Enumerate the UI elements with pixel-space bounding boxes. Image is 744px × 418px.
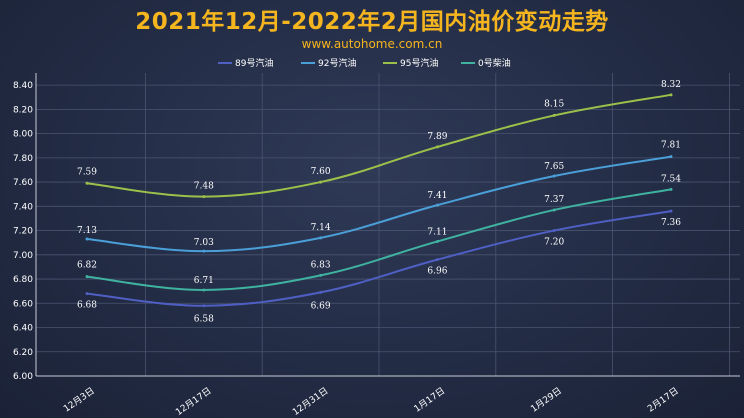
data-point	[552, 208, 556, 212]
chart-subtitle: www.autohome.com.cn	[301, 37, 443, 51]
data-label: 7.54	[661, 174, 681, 184]
y-tick-label: 6.80	[13, 275, 33, 285]
data-label-layer: 6.68 6.58 6.69 6.96 7.20 7.36 7.13 7.03 7.14 7.41…	[77, 80, 681, 325]
y-tick-label: 6.60	[13, 299, 33, 309]
data-point	[435, 258, 439, 262]
legend-label: 89号汽油	[235, 57, 273, 69]
data-label: 7.11	[427, 227, 447, 237]
data-label: 6.83	[311, 260, 331, 270]
x-tick-label: 1月29日	[529, 385, 564, 414]
y-tick-label: 8.00	[13, 130, 33, 140]
data-label: 6.69	[311, 301, 331, 311]
data-point	[85, 181, 89, 185]
legend: 89号汽油 92号汽油 95号汽油 0号柴油	[218, 57, 511, 69]
data-point	[85, 292, 89, 296]
data-label: 7.60	[311, 167, 331, 177]
series-line	[86, 188, 672, 291]
x-tick-label: 1月17日	[412, 385, 447, 414]
data-label: 7.03	[194, 238, 214, 248]
data-point	[435, 203, 439, 207]
y-tick-label: 6.00	[13, 372, 33, 382]
data-point	[202, 304, 206, 308]
legend-label: 0号柴油	[478, 57, 511, 69]
data-point	[435, 145, 439, 149]
y-tick-label: 6.20	[13, 348, 33, 358]
axis-layer: 6.00 6.20 6.40 6.60 6.80 7.00 7.20 7.40 7.60 7.80…	[13, 73, 740, 418]
data-label: 7.48	[194, 182, 214, 192]
data-point	[552, 174, 556, 178]
data-label: 7.89	[427, 132, 447, 142]
data-point	[552, 113, 556, 117]
y-tick-label: 7.20	[13, 227, 33, 237]
data-label: 7.81	[661, 141, 681, 151]
x-tick-label: 2月17日	[646, 385, 681, 414]
data-label: 8.15	[544, 99, 564, 109]
data-point	[669, 209, 673, 213]
y-tick-label: 8.40	[13, 81, 33, 91]
y-tick-label: 8.20	[13, 105, 33, 115]
data-label: 7.20	[544, 238, 564, 248]
data-point	[435, 239, 439, 243]
data-label: 7.13	[77, 226, 97, 236]
series-line	[86, 155, 672, 253]
y-tick-label: 7.60	[13, 178, 33, 188]
data-point	[202, 249, 206, 253]
data-point	[552, 229, 556, 233]
data-label: 6.58	[194, 315, 214, 325]
y-tick-label: 7.40	[13, 202, 33, 212]
y-tick-label: 7.80	[13, 154, 33, 164]
data-label: 7.37	[544, 195, 564, 205]
data-label: 6.82	[77, 261, 97, 271]
data-point	[669, 187, 673, 191]
x-tick-label: 12月31日	[291, 385, 331, 417]
series-line	[86, 93, 672, 198]
data-point	[669, 93, 673, 97]
data-point	[319, 273, 323, 277]
data-label: 7.36	[661, 218, 681, 228]
chart-title: 2021年12月-2022年2月国内油价变动走势	[135, 9, 609, 35]
data-label: 7.14	[311, 223, 331, 233]
data-label: 8.32	[661, 80, 681, 90]
grid-layer	[35, 73, 740, 377]
x-tick-label: 12月3日	[62, 385, 97, 414]
data-point	[85, 237, 89, 241]
data-point	[202, 195, 206, 199]
data-label: 6.68	[77, 301, 97, 311]
series-line	[86, 210, 672, 307]
data-label: 6.96	[427, 267, 447, 277]
data-label: 6.71	[194, 276, 214, 286]
data-label: 7.65	[544, 162, 564, 172]
series-layer	[85, 93, 673, 308]
y-tick-label: 7.00	[13, 251, 33, 261]
data-point	[669, 155, 673, 159]
data-point	[202, 288, 206, 292]
data-point	[319, 180, 323, 184]
data-label: 7.41	[427, 191, 447, 201]
data-point	[319, 290, 323, 294]
data-point	[319, 236, 323, 240]
legend-label: 95号汽油	[400, 57, 438, 69]
x-tick-label: 12月17日	[174, 385, 214, 417]
data-label: 7.59	[77, 167, 97, 177]
legend-label: 92号汽油	[318, 57, 356, 69]
y-tick-label: 6.40	[13, 324, 33, 334]
data-point	[85, 275, 89, 279]
